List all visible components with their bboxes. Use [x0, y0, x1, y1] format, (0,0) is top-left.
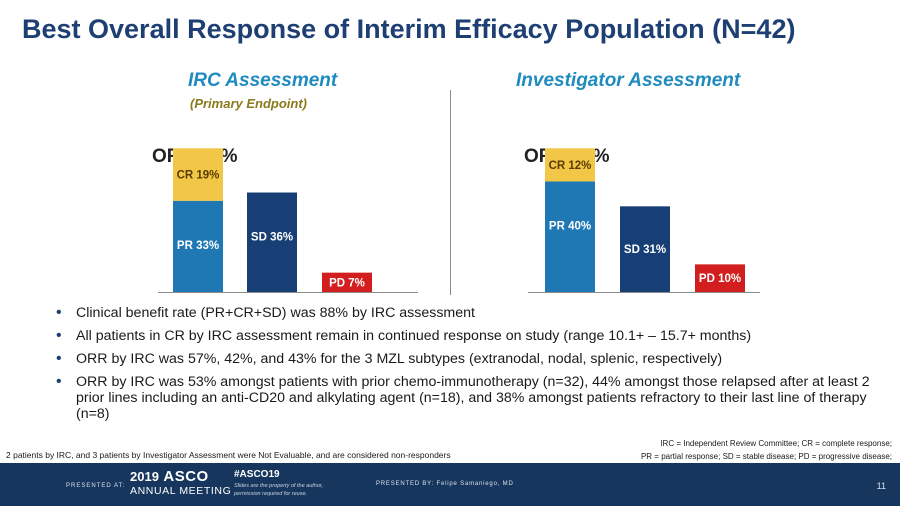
cr-data-label: CR 19% [177, 170, 220, 182]
pd-data-label: PD 7% [329, 277, 365, 289]
cr-bar [545, 148, 595, 182]
finding-bullet: ORR by IRC was 53% amongst patients with… [52, 374, 892, 422]
pd-data-label: PD 10% [699, 273, 741, 285]
findings-list: Clinical benefit rate (PR+CR+SD) was 88%… [52, 305, 892, 429]
pd-bar [695, 264, 745, 292]
sd-bar [620, 206, 670, 292]
cr-bar [173, 148, 223, 201]
abbreviations-line: PR = partial response; SD = stable disea… [640, 452, 892, 461]
finding-bullet: All patients in CR by IRC assessment rem… [52, 328, 892, 344]
sd-data-label: SD 31% [624, 244, 666, 256]
hashtag: #ASCO19 [234, 469, 280, 480]
pd-bar [322, 272, 372, 292]
finding-bullet: Clinical benefit rate (PR+CR+SD) was 88%… [52, 305, 892, 321]
slide-title: Best Overall Response of Interim Efficac… [22, 14, 796, 44]
pr-bar [173, 200, 223, 292]
abbreviations-note: IRC = Independent Review Committee; CR =… [641, 437, 892, 463]
pr-bar [545, 181, 595, 292]
asco-meeting: ANNUAL MEETING [130, 485, 232, 497]
presented-at-label: PRESENTED AT: [66, 483, 126, 489]
asco-year: 2019 [130, 469, 159, 484]
irc-panel-subtitle: (Primary Endpoint) [190, 96, 308, 111]
pr-data-label: PR 33% [177, 240, 219, 252]
abbreviations-line: IRC = Independent Review Committee; CR =… [660, 439, 892, 448]
footer-bar: PRESENTED AT: 2019 ASCO ANNUAL MEETING #… [0, 463, 900, 506]
non-evaluable-footnote: 2 patients by IRC, and 3 patients by Inv… [6, 450, 451, 460]
investigator-panel-title: Investigator Assessment [516, 70, 741, 91]
cr-data-label: CR 12% [549, 160, 592, 172]
slide-ownership-note: permission required for reuse. [234, 491, 308, 497]
finding-bullet: ORR by IRC was 57%, 42%, and 43% for the… [52, 351, 892, 367]
presented-by-label: PRESENTED BY: Felipe Samaniego, MD [376, 481, 514, 487]
sd-bar [247, 192, 297, 292]
irc-panel-title: IRC Assessment [188, 70, 338, 91]
pr-data-label: PR 40% [549, 220, 591, 232]
response-bar-chart: PR 33% CR 19% SD 36% PD 7% PR 40% CR 12% SD 31… [158, 148, 760, 293]
asco-name: ASCO [163, 468, 209, 485]
page-number: 11 [876, 481, 886, 491]
asco-annual-meeting-logo: 2019 ASCO ANNUAL MEETING [130, 468, 231, 497]
panel-divider [450, 90, 451, 295]
slide-ownership-note: Slides are the property of the author, [234, 483, 323, 489]
sd-data-label: SD 36% [251, 232, 293, 244]
